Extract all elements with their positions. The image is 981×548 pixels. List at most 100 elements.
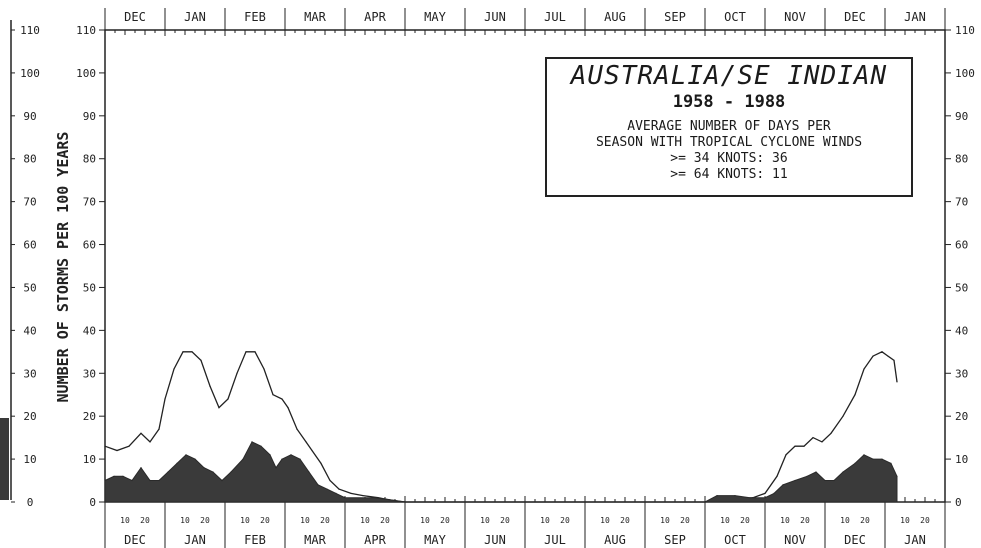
month-label-bottom: DEC <box>844 533 866 547</box>
series-1-point <box>275 467 277 469</box>
series-1-point <box>251 441 253 443</box>
series-0-point <box>296 428 298 430</box>
day-tick-label: 10 <box>360 516 370 525</box>
series-1-point <box>863 454 865 456</box>
neighbor-y-tick-label: 0 <box>27 496 34 509</box>
chart-annotation-box: AUSTRALIA/SE INDIAN 1958 - 1988 AVERAGE … <box>545 57 913 197</box>
series-0-point <box>362 495 364 497</box>
annotation-line-1: AVERAGE NUMBER OF DAYS PER <box>627 119 831 134</box>
day-tick-label: 10 <box>240 516 250 525</box>
series-1-point <box>749 497 751 499</box>
month-label-bottom: NOV <box>784 533 806 547</box>
y-tick-label-left: 110 <box>76 24 96 37</box>
series-1-point <box>806 475 808 477</box>
series-1-point <box>290 454 292 456</box>
y-tick-label-left: 100 <box>76 67 96 80</box>
month-label-bottom: JAN <box>184 533 206 547</box>
series-1-point <box>326 488 328 490</box>
series-0-point <box>227 398 229 400</box>
series-1-point <box>782 484 784 486</box>
month-label-bottom: MAR <box>304 533 326 547</box>
series-0-point <box>893 359 895 361</box>
neighbor-y-tick-label: 30 <box>23 367 36 380</box>
y-tick-label-left: 20 <box>83 410 96 423</box>
day-tick-label: 10 <box>840 516 850 525</box>
y-tick-label-right: 20 <box>955 410 968 423</box>
series-0-point <box>785 454 787 456</box>
day-tick-label: 10 <box>420 516 430 525</box>
y-tick-label-left: 80 <box>83 153 96 166</box>
series-1-point <box>185 454 187 456</box>
month-label-top: JUL <box>544 10 566 24</box>
series-0-point <box>104 445 106 447</box>
neighbor-y-tick-label: 10 <box>23 453 36 466</box>
series-0-point <box>287 407 289 409</box>
neighbor-y-tick-label: 80 <box>23 153 36 166</box>
series-1-point <box>404 501 406 503</box>
day-tick-label: 20 <box>920 516 930 525</box>
series-1-point <box>122 475 124 477</box>
series-1-point <box>824 479 826 482</box>
month-label-top: NOV <box>784 10 806 24</box>
day-tick-label: 20 <box>500 516 510 525</box>
annotation-line-4: >= 64 KNOTS: 11 <box>670 167 788 182</box>
series-1-point <box>113 475 115 477</box>
neighbor-y-tick-label: 40 <box>23 324 36 337</box>
series-0-point <box>140 432 142 434</box>
series-1-point <box>842 471 844 473</box>
series-0-point <box>173 368 175 370</box>
series-1-point <box>176 462 178 464</box>
series-0-point <box>887 355 889 357</box>
series-0-point <box>218 407 220 409</box>
day-tick-label: 10 <box>540 516 550 525</box>
day-tick-label: 20 <box>200 516 210 525</box>
series-1-point <box>221 479 223 482</box>
series-0-point <box>200 359 202 361</box>
y-tick-label-right: 50 <box>955 281 968 294</box>
series-0-point <box>158 428 160 430</box>
day-tick-label: 20 <box>620 516 630 525</box>
y-tick-label-left: 70 <box>83 196 96 209</box>
series-1-point <box>281 458 283 460</box>
series-0-point <box>812 437 814 439</box>
annotation-line-3: >= 34 KNOTS: 36 <box>670 151 788 166</box>
series-1-point <box>704 501 706 503</box>
series-1-point <box>131 479 133 482</box>
month-label-bottom: OCT <box>724 533 746 547</box>
series-1-point <box>308 471 310 473</box>
series-0-point <box>182 351 184 353</box>
day-tick-label: 20 <box>800 516 810 525</box>
month-label-bottom: SEP <box>664 533 686 547</box>
month-label-top: JAN <box>184 10 206 24</box>
series-1-point <box>854 462 856 464</box>
series-0-point <box>896 381 898 383</box>
month-label-bottom: JUN <box>484 533 506 547</box>
month-label-bottom: JAN <box>904 533 926 547</box>
month-label-top: DEC <box>844 10 866 24</box>
series-0-point <box>872 355 874 357</box>
series-0-point <box>254 351 256 353</box>
y-tick-label-left: 40 <box>83 324 96 337</box>
day-tick-label: 10 <box>300 516 310 525</box>
month-label-top: SEP <box>664 10 686 24</box>
day-tick-label: 10 <box>600 516 610 525</box>
day-tick-label: 20 <box>320 516 330 525</box>
series-0-point <box>776 475 778 477</box>
neighbor-y-tick-label: 60 <box>23 239 36 252</box>
series-0-point <box>191 351 193 353</box>
series-0-point <box>350 492 352 494</box>
series-0-point <box>338 488 340 490</box>
series-0-point <box>281 398 283 400</box>
series-0-point <box>794 445 796 447</box>
series-line-0 <box>104 351 898 503</box>
month-label-top: MAY <box>424 10 446 24</box>
month-label-top: MAR <box>304 10 326 24</box>
series-1-point <box>269 454 271 456</box>
series-0-point <box>272 394 274 396</box>
series-0-point <box>821 441 823 443</box>
neighbor-y-tick-label: 50 <box>23 281 36 294</box>
neighbor-y-tick-label: 100 <box>20 67 40 80</box>
day-tick-label: 20 <box>380 516 390 525</box>
y-tick-label-right: 110 <box>955 24 975 37</box>
series-0-point <box>263 368 265 370</box>
